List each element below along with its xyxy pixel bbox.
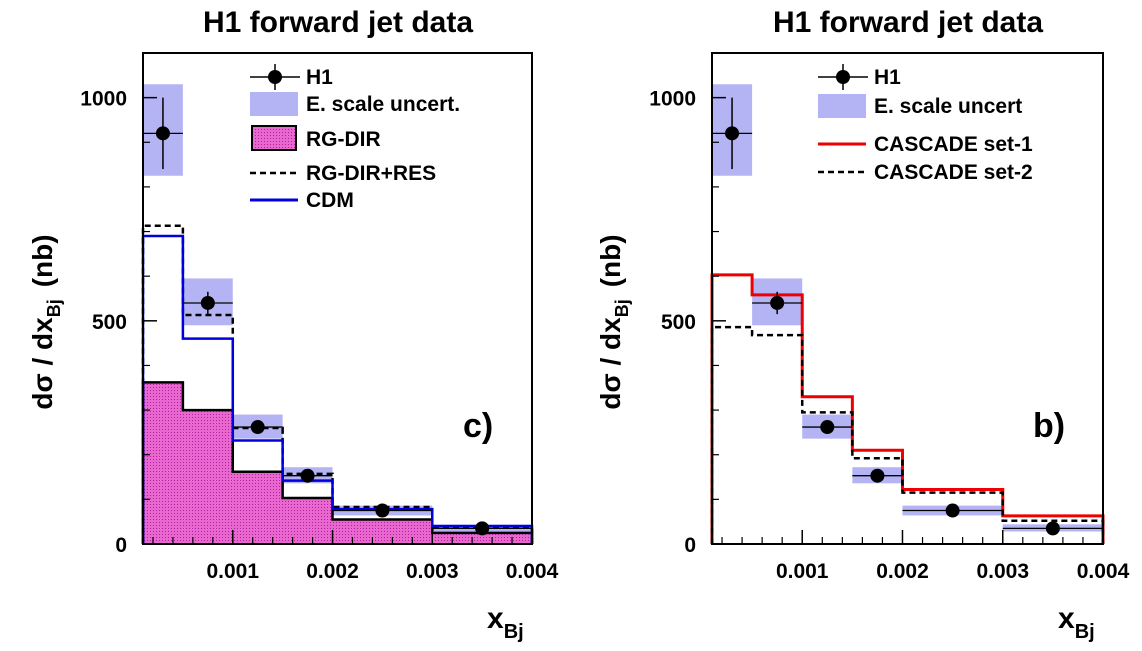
legend-h1-marker (250, 64, 300, 90)
xlabel-main: x (1058, 602, 1075, 635)
data-point (250, 420, 265, 435)
panel-c: H1 forward jet data 0.001 0.002 0.003 0.004… (27, 6, 559, 643)
panel-b-title: H1 forward jet data (773, 6, 1043, 39)
data-point (475, 521, 490, 536)
legend-band-swatch (818, 94, 866, 118)
data-point (300, 468, 315, 483)
data-point (725, 126, 740, 141)
h1-data-points (143, 97, 532, 536)
legend-h1: H1 (306, 66, 333, 89)
x-axis-label: xBj (1058, 602, 1095, 643)
legend-cascade2: CASCADE set-2 (874, 161, 1033, 184)
ylabel-main: dσ / dx (595, 317, 626, 410)
legend-rgdir-res: RG-DIR+RES (306, 162, 436, 185)
series-dashed-line (710, 325, 1105, 544)
series-rgdir-area (143, 382, 532, 544)
series-cdm-line (141, 234, 534, 544)
x-tick-label: 0.002 (306, 560, 359, 583)
legend-band-swatch (250, 92, 298, 116)
ylabel-unit: (nb) (27, 234, 58, 287)
panel-label: b) (1033, 407, 1065, 445)
legend-rgdir: RG-DIR (306, 128, 381, 151)
model-lines (710, 273, 1105, 544)
xlabel-main: x (487, 602, 504, 635)
legend: H1 E. scale uncert. RG-DIR RG-DIR+RES CD… (250, 64, 460, 212)
panel-label: c) (463, 407, 493, 445)
legend-h1: H1 (874, 66, 901, 89)
axis-ticks: 0.001 0.002 0.003 0.004 0 500 1000 (649, 52, 1130, 583)
ylabel-unit: (nb) (595, 234, 626, 287)
y-axis-label: dσ / dxBj (nb) (27, 234, 64, 409)
data-point (870, 468, 885, 483)
svg-text:dσ / dxBj(nb): dσ / dxBj (nb) (27, 234, 64, 409)
data-point (1045, 521, 1060, 536)
legend-band: E. scale uncert (874, 95, 1022, 118)
x-axis-label: xBj (487, 602, 524, 643)
xlabel-sub: Bj (1075, 621, 1095, 643)
panel-c-title: H1 forward jet data (203, 6, 473, 39)
h1-data-points (712, 97, 1103, 536)
plot-frame (711, 52, 1104, 545)
y-tick-label: 500 (661, 311, 696, 334)
y-tick-label: 1000 (649, 88, 696, 111)
y-tick-label: 500 (92, 311, 127, 334)
legend-rgdir-swatch (251, 125, 297, 151)
data-point (770, 295, 785, 310)
x-tick-label: 0.003 (976, 560, 1029, 583)
plot-frame (142, 52, 533, 545)
panel-b: H1 forward jet data 0.001 0.002 0.003 0.004… (595, 6, 1130, 643)
x-tick-label: 0.001 (206, 560, 259, 583)
axis-ticks: 0.001 0.002 0.003 0.004 0 500 1000 (80, 52, 559, 583)
legend-band: E. scale uncert. (306, 93, 460, 116)
data-point (375, 503, 390, 518)
ylabel-main: dσ / dx (27, 317, 58, 410)
data-point (200, 295, 215, 310)
x-tick-label: 0.004 (1077, 560, 1130, 583)
legend-h1-marker (818, 64, 868, 90)
x-tick-label: 0.003 (406, 560, 459, 583)
rgdir-fill (143, 382, 532, 544)
x-tick-label: 0.004 (506, 560, 559, 583)
legend-cascade1: CASCADE set-1 (874, 133, 1033, 156)
y-tick-label: 0 (115, 534, 127, 557)
legend: H1 E. scale uncert CASCADE set-1 CASCADE… (818, 64, 1033, 184)
data-point (155, 126, 170, 141)
y-tick-label: 1000 (80, 88, 127, 111)
xlabel-sub: Bj (504, 621, 524, 643)
legend-cdm: CDM (306, 189, 354, 212)
y-axis-label: dσ / dxBj (nb) (595, 234, 632, 409)
x-tick-label: 0.001 (776, 560, 829, 583)
data-point (945, 503, 960, 518)
data-point (820, 420, 835, 435)
svg-text:dσ / dxBj(nb): dσ / dxBj (nb) (595, 234, 632, 409)
ylabel-sub: Bj (44, 299, 64, 317)
x-tick-label: 0.002 (876, 560, 929, 583)
y-tick-label: 0 (684, 534, 696, 557)
ylabel-sub: Bj (612, 299, 632, 317)
